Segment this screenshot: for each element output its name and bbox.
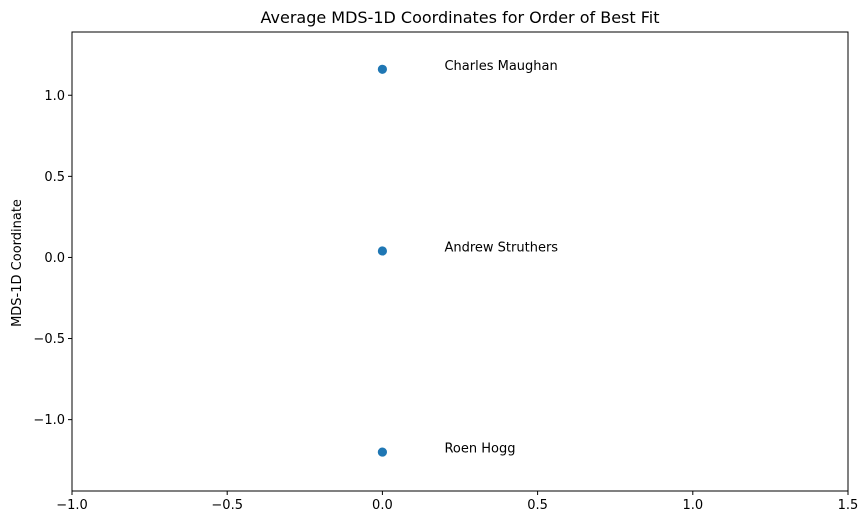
y-tick-label: 0.5 xyxy=(44,170,65,185)
chart-title: Average MDS-1D Coordinates for Order of … xyxy=(261,8,660,27)
point-label: Roen Hogg xyxy=(444,442,515,457)
x-tick-label: 0.0 xyxy=(372,498,393,513)
data-point xyxy=(377,64,387,74)
point-label: Andrew Struthers xyxy=(444,240,558,255)
data-point xyxy=(377,447,387,457)
data-point xyxy=(377,246,387,256)
x-tick-label: 1.5 xyxy=(838,498,859,513)
chart-marks: −1.0 −0.5 0.0 0.5 1.0 1.5 1.0 0.5 0.0 −0.5 −1.0 Cha… xyxy=(33,59,858,513)
y-tick-label: −0.5 xyxy=(33,332,65,347)
y-tick-label: −1.0 xyxy=(33,413,65,428)
x-tick-label: 1.0 xyxy=(682,498,703,513)
plot-frame xyxy=(71,31,849,492)
y-tick-label: 0.0 xyxy=(44,251,65,266)
x-tick-label: −1.0 xyxy=(56,498,88,513)
y-axis-label: MDS-1D Coordinate xyxy=(10,199,25,327)
point-label: Charles Maughan xyxy=(444,59,557,74)
y-tick-label: 1.0 xyxy=(44,89,65,104)
x-tick-label: 0.5 xyxy=(527,498,548,513)
x-tick-label: −0.5 xyxy=(211,498,243,513)
